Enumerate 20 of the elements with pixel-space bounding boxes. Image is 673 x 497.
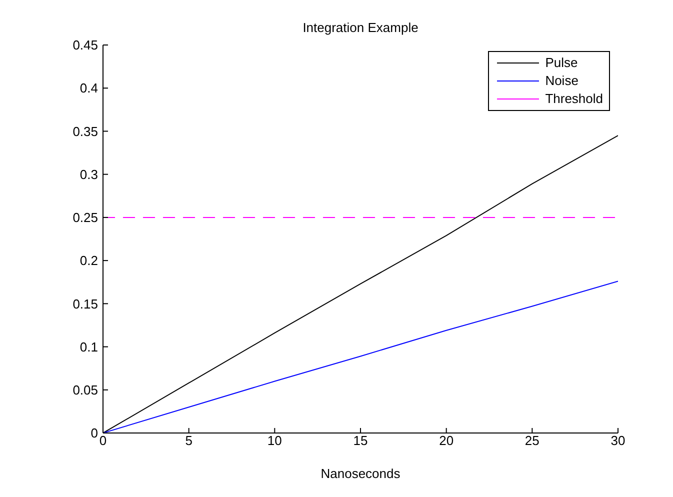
y-tick-label: 0.25	[72, 210, 98, 226]
y-tick-label: 0.05	[72, 382, 98, 398]
x-axis-title: Nanoseconds	[320, 466, 401, 481]
y-tick-label: 0.2	[80, 253, 98, 268]
x-tick-label: 20	[439, 433, 454, 448]
y-tick-label: 0.45	[72, 38, 98, 53]
y-tick-label: 0.4	[80, 80, 98, 96]
y-tick-label: 0.3	[80, 166, 98, 182]
x-tick-label: 30	[610, 433, 626, 448]
legend-label: Threshold	[545, 90, 603, 108]
y-tick-label: 0.35	[72, 124, 98, 139]
y-tick-label: 0.15	[72, 296, 98, 312]
chart-title: Integration Example	[302, 20, 420, 35]
x-tick-label: 15	[353, 433, 368, 448]
x-tick-label: 5	[185, 433, 192, 448]
legend-label: Pulse	[545, 54, 578, 72]
x-tick-label: 25	[524, 433, 540, 448]
y-tick-label: 0.1	[80, 339, 98, 354]
x-tick-label: 10	[267, 433, 282, 448]
legend-label: Noise	[545, 72, 578, 90]
